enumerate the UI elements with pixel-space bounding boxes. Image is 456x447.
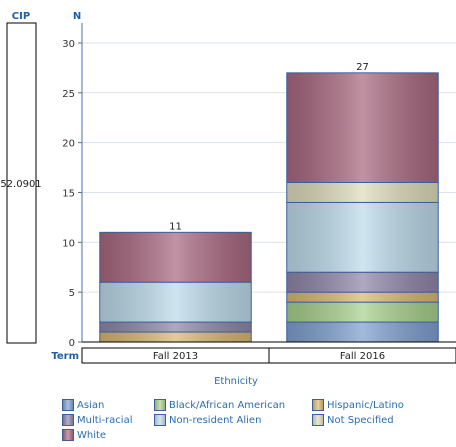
- x-category-label: Fall 2013: [153, 351, 198, 362]
- legend-item: White: [62, 428, 154, 442]
- bar-segment-shade: [286, 271, 439, 293]
- bar-segment: [286, 271, 439, 293]
- legend: Asian Black/African American Hispanic/Lati…: [62, 398, 452, 442]
- y-tick-label: 10: [62, 238, 75, 249]
- bar-segment: [99, 281, 252, 323]
- bar-segment-shade: [286, 291, 439, 303]
- legend-swatch: [62, 429, 74, 441]
- legend-swatch: [312, 414, 324, 426]
- legend-label: White: [77, 429, 107, 441]
- legend-item: Multi-racial: [62, 413, 154, 427]
- cip-box: [6, 22, 37, 344]
- legend-swatch: [62, 414, 74, 426]
- legend-label: Non-resident Alien: [169, 414, 262, 426]
- y-tick-label: 25: [62, 89, 75, 100]
- bar-segment-shade: [286, 72, 439, 183]
- y-tick-label: 30: [62, 39, 75, 50]
- legend-label: Not Specified: [327, 414, 394, 426]
- bar-segment: [99, 321, 252, 333]
- bar-segment: [286, 72, 439, 183]
- legend-swatch: [312, 399, 324, 411]
- bar-segment-shade: [286, 301, 439, 323]
- x-category-label: Fall 2016: [340, 351, 385, 362]
- bar-segment: [99, 331, 252, 343]
- bar-total-label: 27: [356, 62, 369, 73]
- y-tick-label: 15: [62, 188, 75, 199]
- legend-item: Hispanic/Latino: [312, 398, 442, 412]
- y-tick-label: 0: [69, 338, 75, 349]
- bar-segment-shade: [286, 182, 439, 203]
- legend-item: Asian: [62, 398, 154, 412]
- bar-segment: [99, 231, 252, 283]
- bar-segment: [286, 182, 439, 203]
- cip-value: 52.0901: [0, 179, 41, 190]
- legend-label: Multi-racial: [77, 414, 133, 426]
- stacked-bar-chart: CIP N 52.0901 0 5 10 15 20 25 30 11 27 Term Fal…: [0, 11, 456, 364]
- bar-segment: [286, 321, 439, 343]
- bar-segment-shade: [99, 281, 252, 323]
- cip-header: CIP: [12, 11, 30, 22]
- legend-label: Hispanic/Latino: [327, 399, 404, 411]
- bar-segment-shade: [99, 231, 252, 283]
- legend-item: Black/African American: [154, 398, 312, 412]
- bar-segment: [286, 291, 439, 303]
- x-category-cell: [268, 347, 456, 364]
- legend-label: Black/African American: [169, 399, 286, 411]
- legend-item: Not Specified: [312, 413, 442, 427]
- bar-segment: [286, 301, 439, 323]
- legend-item: Non-resident Alien: [154, 413, 312, 427]
- n-header: N: [73, 11, 81, 22]
- y-tick-label: 5: [69, 288, 75, 299]
- bar-segment-shade: [99, 321, 252, 333]
- bar-segment-shade: [286, 321, 439, 343]
- bar-segment-shade: [286, 201, 439, 273]
- legend-label: Asian: [77, 399, 105, 411]
- legend-swatch: [154, 414, 166, 426]
- bar-total-label: 11: [169, 221, 182, 232]
- bar-segment: [286, 201, 439, 273]
- legend-swatch: [62, 399, 74, 411]
- legend-swatch: [154, 399, 166, 411]
- bar-segment-shade: [99, 331, 252, 343]
- legend-title: Ethnicity: [214, 376, 258, 387]
- term-header: Term: [51, 351, 79, 362]
- y-tick-label: 20: [62, 139, 75, 150]
